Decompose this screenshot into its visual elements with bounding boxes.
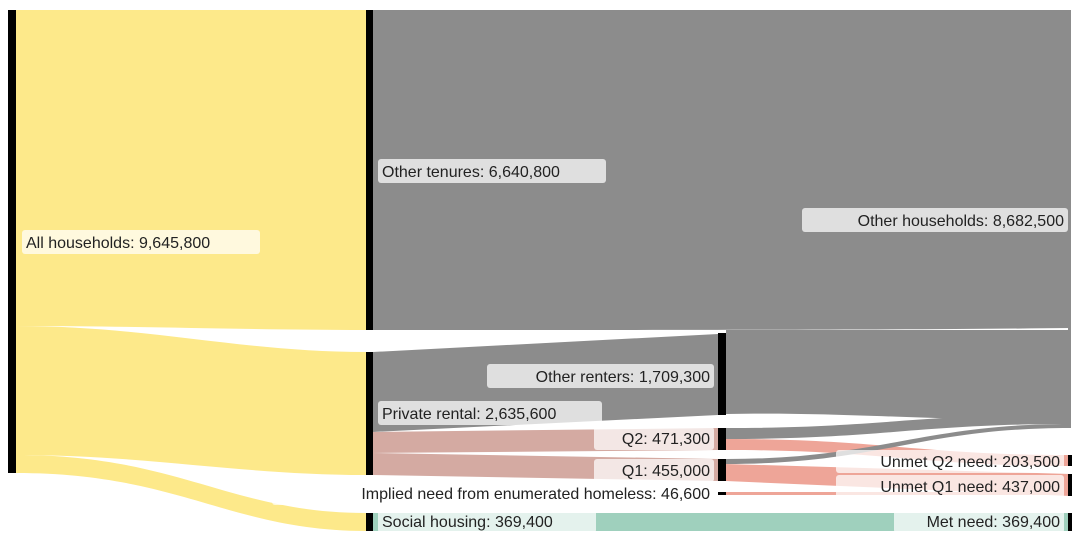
node-homeless bbox=[718, 492, 726, 495]
node-other-households bbox=[1068, 10, 1071, 428]
node-social-housing bbox=[366, 513, 373, 531]
link-q1-to-other-households bbox=[726, 424, 1070, 464]
bg-q2 bbox=[594, 427, 714, 450]
node-met-need bbox=[1068, 513, 1072, 531]
bg-unmet-q1 bbox=[836, 475, 1064, 498]
link-all-to-private-rental bbox=[16, 326, 366, 475]
bg-social-housing bbox=[378, 510, 596, 533]
bg-homeless bbox=[272, 482, 714, 505]
node-private-rental bbox=[366, 352, 373, 475]
node-q2 bbox=[718, 428, 726, 450]
label-unmet-q2: Unmet Q2 need: 203,500 bbox=[880, 454, 1060, 471]
link-q2-to-other-households bbox=[726, 414, 1070, 439]
node-all-households bbox=[8, 10, 16, 473]
label-other-households: Other households: 8,682,500 bbox=[858, 213, 1064, 230]
node-other-renters bbox=[718, 333, 726, 415]
labels: All households: 9,645,800 Other tenures:… bbox=[26, 164, 1064, 531]
bg-private-rental bbox=[378, 401, 602, 425]
label-private-rental: Private rental: 2,635,600 bbox=[382, 406, 556, 423]
label-homeless: Implied need from enumerated homeless: 4… bbox=[361, 486, 710, 503]
bg-other-tenures bbox=[378, 159, 606, 183]
bg-unmet-q2 bbox=[836, 450, 1064, 473]
node-other-tenures bbox=[366, 10, 373, 330]
label-met-need: Met need: 369,400 bbox=[927, 514, 1061, 531]
label-q2: Q2: 471,300 bbox=[622, 431, 710, 448]
label-other-renters: Other renters: 1,709,300 bbox=[536, 369, 710, 386]
label-other-tenures: Other tenures: 6,640,800 bbox=[382, 164, 560, 181]
label-social-housing: Social housing: 369,400 bbox=[382, 514, 553, 531]
link-other-tenures-to-other-households bbox=[373, 10, 1070, 330]
label-all-households: All households: 9,645,800 bbox=[26, 235, 210, 252]
bg-met-need bbox=[894, 510, 1064, 533]
label-q1: Q1: 455,000 bbox=[622, 463, 710, 480]
nodes bbox=[8, 10, 1072, 531]
link-all-to-social-housing bbox=[16, 455, 366, 531]
label-backgrounds bbox=[22, 159, 1068, 533]
bg-all-households bbox=[22, 230, 260, 254]
link-other-renters-to-other-households bbox=[726, 330, 1070, 422]
bg-q1 bbox=[594, 459, 714, 482]
node-unmet-q1 bbox=[1068, 474, 1072, 496]
node-unmet-q2 bbox=[1068, 455, 1072, 466]
bg-other-households bbox=[802, 208, 1068, 232]
node-q1 bbox=[718, 459, 726, 481]
link-all-to-other-tenures bbox=[16, 10, 366, 330]
label-unmet-q1: Unmet Q1 need: 437,000 bbox=[880, 479, 1060, 496]
bg-other-renters bbox=[487, 364, 714, 388]
